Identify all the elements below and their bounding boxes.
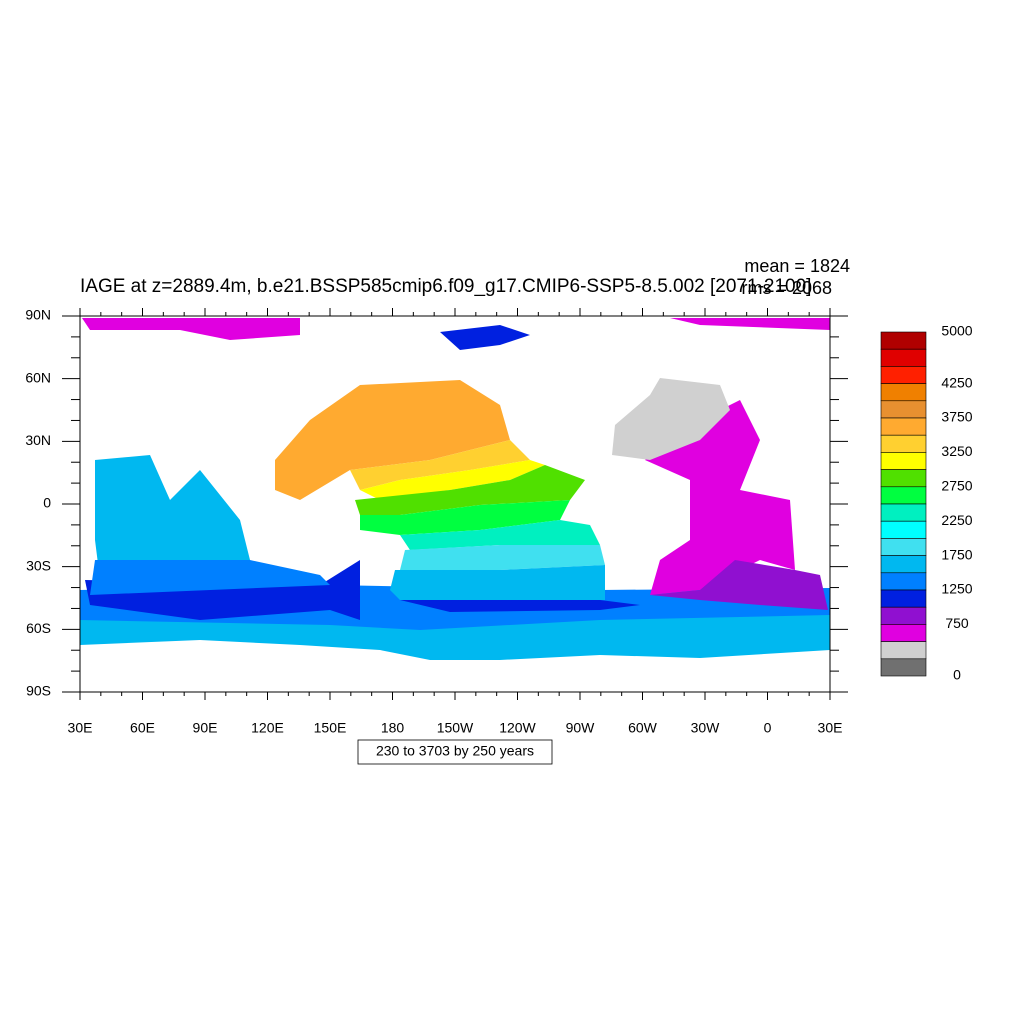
colorbar-box [880, 606, 927, 625]
colorbar-box [880, 417, 927, 436]
lat-label: 0 [43, 495, 51, 511]
colorbar-box [880, 555, 927, 574]
lon-label: 120W [499, 720, 536, 736]
colorbar-label: 3750 [941, 409, 972, 425]
colorbar-box [880, 520, 927, 539]
lon-label: 60E [130, 720, 155, 736]
lon-label: 30E [818, 720, 843, 736]
colorbar: 5000 4250 3750 3250 2750 2250 1750 1250 750 0 [880, 323, 973, 683]
colorbar-box [880, 624, 927, 642]
lon-label: 180 [381, 720, 405, 736]
lon-label: 30E [68, 720, 93, 736]
lon-label: 60W [628, 720, 658, 736]
colorbar-box [880, 331, 927, 350]
mean-stat: mean = 1824 [744, 256, 850, 276]
colorbar-box [880, 452, 927, 470]
colorbar-box [880, 503, 927, 522]
colorbar-box [880, 658, 927, 677]
colorbar-box [880, 572, 927, 591]
lat-label: 30S [26, 557, 51, 573]
colorbar-label: 1250 [941, 581, 972, 597]
contour-field [80, 318, 830, 660]
colorbar-label: 0 [953, 667, 961, 683]
colorbar-box [880, 400, 927, 419]
footnote: 230 to 3703 by 250 years [376, 743, 534, 759]
colorbar-box [880, 538, 927, 556]
colorbar-box [880, 469, 927, 488]
title: IAGE at z=2889.4m, b.e21.BSSP585cmip6.f0… [80, 276, 811, 297]
colorbar-label: 1750 [941, 546, 972, 562]
rms-stat: rms = 2068 [741, 278, 832, 298]
colorbar-label: 3250 [941, 443, 972, 459]
lon-label: 90W [566, 720, 596, 736]
colorbar-box [880, 486, 927, 505]
colorbar-box [880, 641, 927, 660]
colorbar-label: 750 [945, 615, 969, 631]
colorbar-box [880, 348, 927, 367]
colorbar-label: 2750 [941, 478, 972, 494]
lat-label: 30N [25, 432, 51, 448]
colorbar-box [880, 434, 927, 453]
lon-label: 30W [691, 720, 721, 736]
colorbar-box [880, 366, 927, 384]
colorbar-label: 4250 [941, 374, 972, 390]
lon-label: 0 [764, 720, 772, 736]
lat-label: 90N [25, 307, 51, 323]
axis-ticks: 30E 60E 90E 120E 150E 180 150W 120W 90W 60W 30W 0 30… [25, 307, 848, 736]
colorbar-box [880, 589, 927, 608]
colorbar-label: 2250 [941, 512, 972, 528]
colorbar-box [880, 383, 927, 402]
lon-label: 150W [437, 720, 474, 736]
lon-label: 90E [193, 720, 218, 736]
lon-label: 150E [314, 720, 347, 736]
lat-label: 90S [26, 683, 51, 699]
lat-label: 60S [26, 620, 51, 636]
footnote-box [357, 739, 553, 765]
colorbar-label: 5000 [941, 323, 972, 339]
lon-label: 120E [251, 720, 284, 736]
lat-label: 60N [25, 369, 51, 385]
